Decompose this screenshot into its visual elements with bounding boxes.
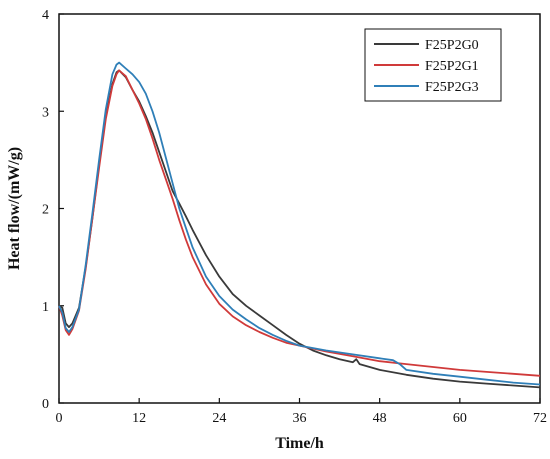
legend-label: F25P2G3 bbox=[425, 80, 479, 95]
y-axis-title: Heat flow/(mW/g) bbox=[6, 147, 23, 270]
x-tick-label: 48 bbox=[373, 411, 387, 426]
legend-label: F25P2G0 bbox=[425, 38, 479, 53]
y-tick-label: 1 bbox=[42, 300, 49, 315]
x-tick-label: 24 bbox=[212, 411, 226, 426]
x-tick-label: 36 bbox=[293, 411, 307, 426]
y-tick-label: 2 bbox=[42, 203, 49, 218]
series-line-F25P2G1 bbox=[58, 69, 541, 377]
legend: F25P2G0 F25P2G1 F25P2G3 bbox=[364, 28, 502, 102]
y-tick-label: 4 bbox=[42, 8, 49, 23]
x-tick-label: 0 bbox=[56, 411, 63, 426]
y-tick-label: 3 bbox=[42, 105, 49, 120]
series-line-F25P2G0 bbox=[58, 69, 541, 389]
x-tick-label: 12 bbox=[132, 411, 146, 426]
x-tick-label: 72 bbox=[533, 411, 547, 426]
series-layer bbox=[58, 61, 541, 389]
series-line-F25P2G3 bbox=[58, 61, 541, 386]
x-axis-title: Time/h bbox=[275, 435, 324, 452]
x-tick-label: 60 bbox=[453, 411, 467, 426]
y-tick-label: 0 bbox=[42, 397, 49, 412]
legend-label: F25P2G1 bbox=[425, 59, 479, 74]
